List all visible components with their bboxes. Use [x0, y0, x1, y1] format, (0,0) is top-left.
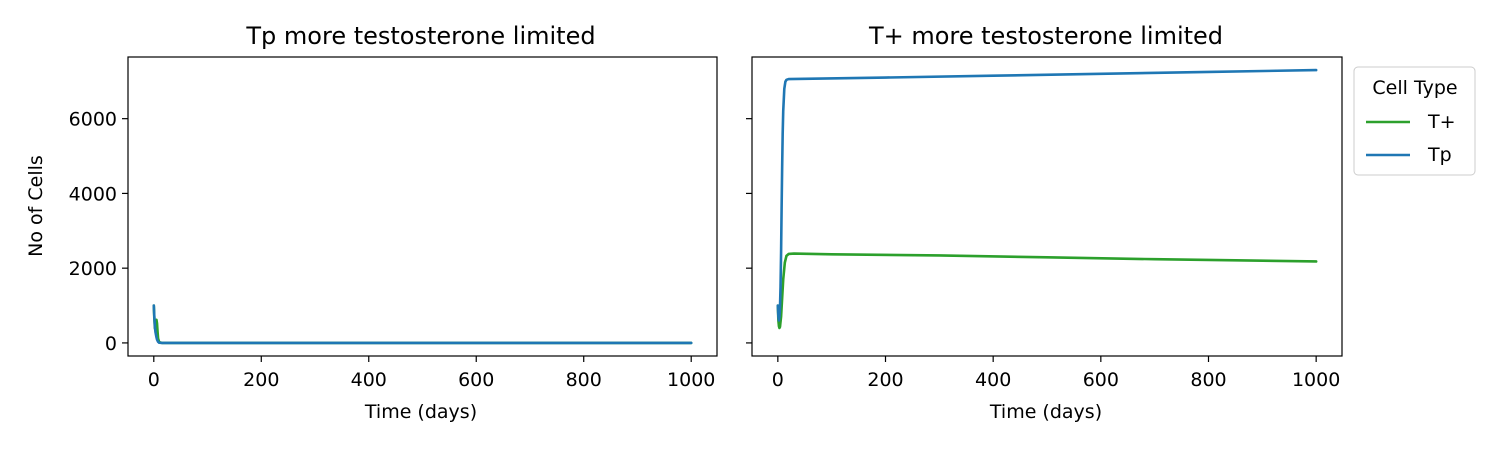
x-tick-label: 400	[351, 369, 387, 391]
x-tick-label: 600	[458, 369, 494, 391]
y-tick-label: 6000	[69, 109, 117, 131]
legend-label-tp: Tp	[1427, 144, 1452, 166]
subplot-right: T+ more testosterone limited Time (days)…	[746, 22, 1343, 423]
legend-box	[1353, 66, 1476, 176]
x-tick-label: 1000	[667, 369, 715, 391]
legend-label-tplus: T+	[1427, 111, 1456, 133]
y-tick-label: 4000	[69, 183, 117, 205]
legend: Cell Type T+ Tp	[1353, 66, 1476, 176]
subplot-title-left: Tp more testosterone limited	[245, 22, 595, 50]
series-line-tplus	[776, 252, 1318, 330]
series-line-tplus	[152, 304, 693, 345]
axes-frame-left	[127, 56, 718, 357]
x-tick-label: 0	[148, 369, 160, 391]
x-tick-label: 400	[975, 369, 1011, 391]
x-tick-label: 800	[1190, 369, 1226, 391]
subplot-title-right: T+ more testosterone limited	[868, 22, 1223, 50]
x-axis-label-left: Time (days)	[364, 401, 477, 423]
x-axis-label-right: Time (days)	[989, 401, 1102, 423]
x-tick-label: 800	[566, 369, 602, 391]
subplot-left: Tp more testosterone limited Time (days)…	[25, 22, 718, 423]
x-tick-label: 600	[1083, 369, 1119, 391]
series-line-tp	[776, 68, 1318, 322]
axes-frame-right	[751, 56, 1343, 357]
x-tick-label: 200	[243, 369, 279, 391]
y-tick-label: 2000	[69, 258, 117, 280]
series-line-tp	[152, 304, 693, 345]
legend-title: Cell Type	[1372, 77, 1457, 99]
x-tick-label: 1000	[1292, 369, 1340, 391]
x-tick-label: 200	[867, 369, 903, 391]
y-axis-label: No of Cells	[25, 155, 47, 257]
x-tick-label: 0	[772, 369, 784, 391]
y-tick-label: 0	[105, 333, 117, 355]
